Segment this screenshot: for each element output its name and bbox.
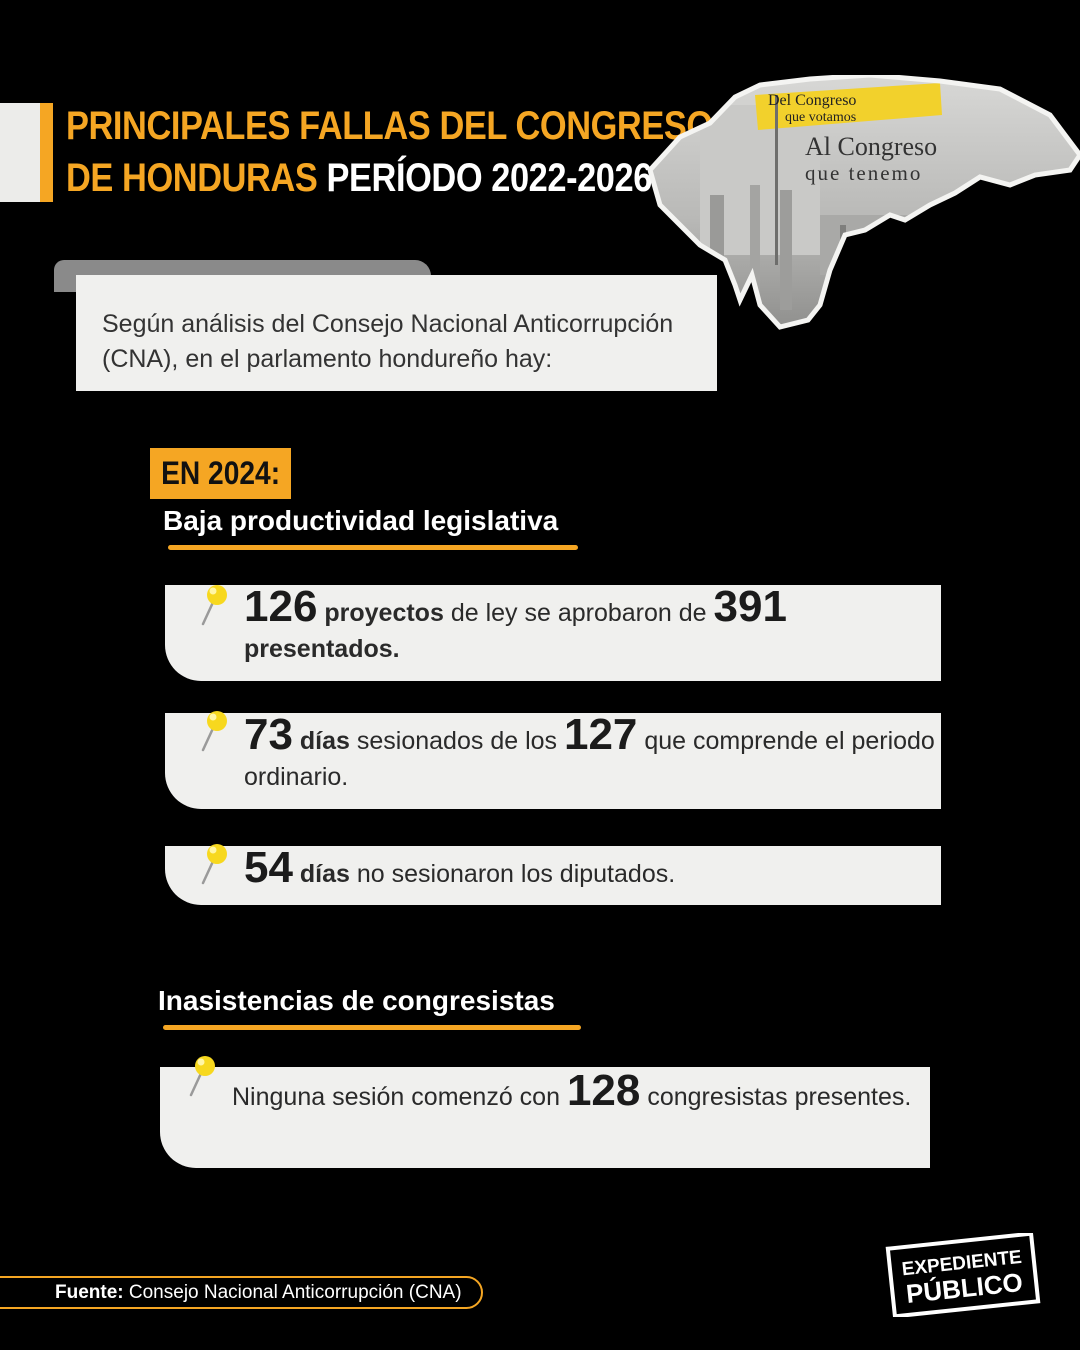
title-line-2-white: PERÍODO 2022-2026 xyxy=(326,156,653,200)
stat-number: 73 xyxy=(244,710,293,759)
title-line-2: DE HONDURAS PERÍODO 2022-2026 xyxy=(66,152,652,204)
header-accent-bar xyxy=(40,103,53,202)
pushpin-icon xyxy=(189,1056,215,1097)
pushpin-icon xyxy=(201,585,227,626)
year-badge: EN 2024: xyxy=(150,448,291,499)
stat-keyword: días xyxy=(299,860,350,888)
stat-keyword: días xyxy=(299,727,350,755)
header-decor-block xyxy=(0,103,40,202)
honduras-map-image: Del Congreso que votamos Al Congreso que… xyxy=(647,75,1080,330)
page-title: PRINCIPALES FALLAS DEL CONGRESO DE HONDU… xyxy=(66,100,713,204)
stat-card-no-session: 54 días no sesionaron los diputados. xyxy=(165,846,941,905)
year-badge-label: EN 2024: xyxy=(161,455,280,491)
stat-number: 127 xyxy=(563,710,638,759)
stat-number: 128 xyxy=(566,1066,641,1115)
source-label: Fuente: xyxy=(55,1282,124,1303)
stat-text: no sesionaron los diputados. xyxy=(356,860,676,888)
section-title-productivity: Baja productividad legislativa xyxy=(163,505,559,536)
map-text-line2: que votamos xyxy=(785,110,856,125)
title-line-2-orange: DE HONDURAS xyxy=(66,156,318,200)
stat-keyword: proyectos xyxy=(324,599,444,627)
pushpin-icon xyxy=(201,844,227,885)
stat-text: sesionados de los xyxy=(356,727,558,755)
pushpin-icon xyxy=(201,711,227,752)
map-text-line1: Del Congreso xyxy=(768,92,856,109)
source-note: Fuente: Consejo Nacional Anticorrupción … xyxy=(0,1276,483,1309)
section-title-absences: Inasistencias de congresistas xyxy=(158,985,555,1016)
intro-text: Según análisis del Consejo Nacional Anti… xyxy=(102,310,674,373)
stat-card-projects: 126 proyectos de ley se aprobaron de 391… xyxy=(165,585,941,681)
section-underline xyxy=(168,545,578,550)
stat-keyword: presentados. xyxy=(244,635,400,663)
stat-card-session-days: 73 días sesionados de los 127 que compre… xyxy=(165,713,941,809)
title-line-1: PRINCIPALES FALLAS DEL CONGRESO xyxy=(66,104,713,148)
expediente-publico-logo: EXPEDIENTE PÚBLICO xyxy=(885,1233,1041,1317)
stat-card-attendance: Ninguna sesión comenzó con 128 congresis… xyxy=(160,1067,930,1168)
intro-box: Según análisis del Consejo Nacional Anti… xyxy=(76,275,717,391)
stat-number: 54 xyxy=(244,843,293,892)
section-underline xyxy=(163,1025,581,1030)
stat-number: 126 xyxy=(244,582,318,631)
map-text-line4: que tenemo xyxy=(805,161,922,185)
stat-text: Ninguna sesión comenzó con xyxy=(232,1083,560,1111)
stat-text: congresistas presentes. xyxy=(647,1083,912,1111)
source-text: Consejo Nacional Anticorrupción (CNA) xyxy=(128,1282,462,1303)
stat-text: que comprende el periodo ordinario. xyxy=(244,727,935,791)
stat-number: 391 xyxy=(713,582,787,631)
map-text-line3: Al Congreso xyxy=(805,132,937,161)
stat-text: de ley se aprobaron de xyxy=(450,599,707,627)
